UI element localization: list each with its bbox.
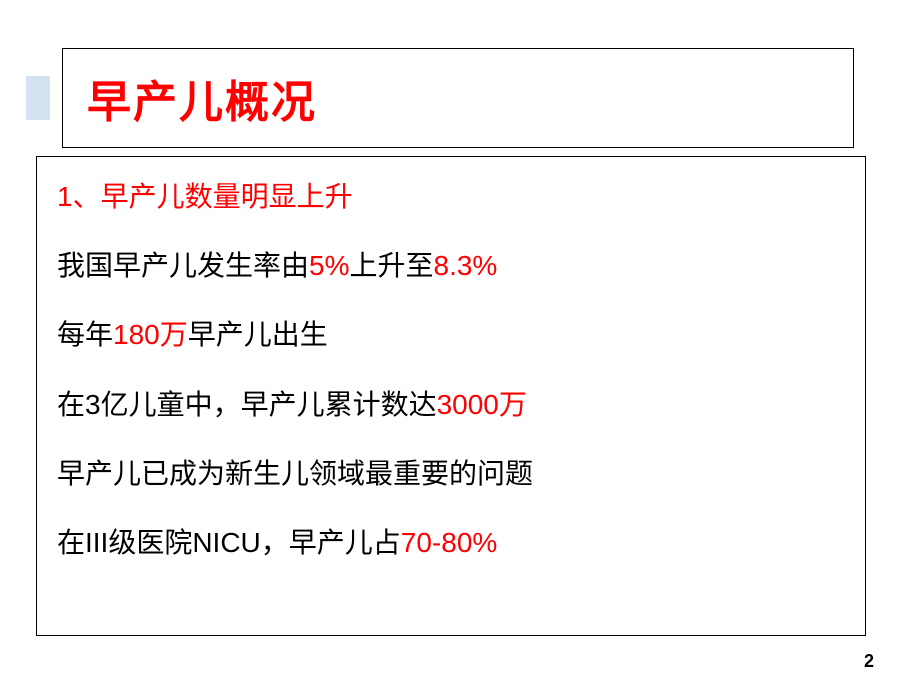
content-line-4: 在3亿儿童中，早产儿累计数达3000万 (57, 385, 845, 424)
line4-part-a: 在3亿儿童中，早产儿累计数达 (57, 389, 437, 420)
title-box: 早产儿概况 (62, 48, 854, 148)
content-box: 1、早产儿数量明显上升 我国早产儿发生率由5%上升至8.3% 每年180万早产儿… (36, 156, 866, 636)
line2-part-c: 上升至 (349, 250, 433, 281)
accent-bar (26, 76, 50, 120)
slide: 早产儿概况 1、早产儿数量明显上升 我国早产儿发生率由5%上升至8.3% 每年1… (0, 0, 920, 690)
line2-part-d: 8.3% (434, 250, 498, 281)
line2-part-a: 我国早产儿发生率由 (57, 250, 309, 281)
slide-title: 早产儿概况 (87, 66, 317, 130)
line3-part-c: 早产儿出生 (188, 319, 328, 350)
line3-part-b: 180万 (113, 319, 188, 350)
line4-part-b: 3000万 (437, 389, 527, 420)
line1-text: 1、早产儿数量明显上升 (57, 181, 353, 212)
line3-part-a: 每年 (57, 319, 113, 350)
page-number: 2 (864, 651, 874, 672)
line2-part-b: 5% (309, 250, 349, 281)
content-line-1: 1、早产儿数量明显上升 (57, 177, 845, 216)
content-line-3: 每年180万早产儿出生 (57, 315, 845, 354)
line5-text: 早产儿已成为新生儿领域最重要的问题 (57, 458, 533, 489)
content-line-2: 我国早产儿发生率由5%上升至8.3% (57, 246, 845, 285)
line6-part-a: 在III级医院NICU，早产儿占 (57, 527, 401, 558)
content-line-5: 早产儿已成为新生儿领域最重要的问题 (57, 454, 845, 493)
content-line-6: 在III级医院NICU，早产儿占70-80% (57, 523, 845, 562)
line6-part-b: 70-80% (401, 527, 498, 558)
